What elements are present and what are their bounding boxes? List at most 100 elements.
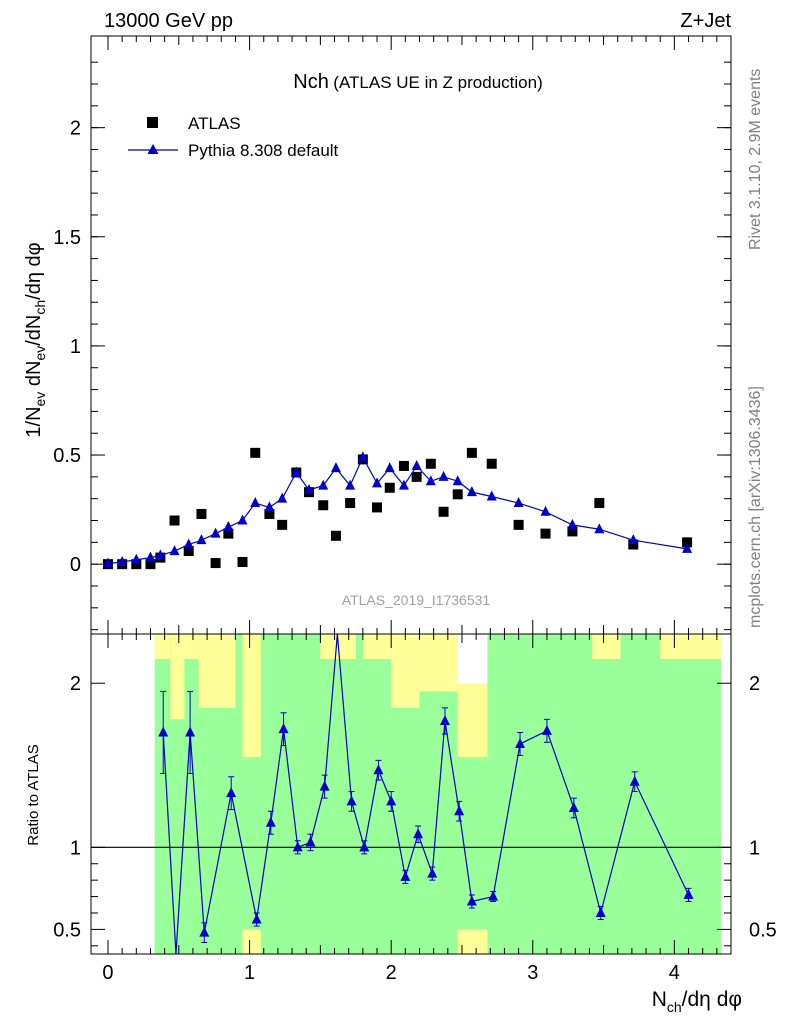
pythia-point bbox=[237, 514, 248, 525]
ratio-point bbox=[226, 787, 237, 798]
ratio-point bbox=[629, 775, 640, 786]
atlas-point bbox=[486, 458, 497, 469]
pythia-point bbox=[318, 479, 329, 490]
pythia-point bbox=[682, 542, 693, 553]
pythia-point bbox=[330, 462, 341, 473]
ratio-band-yellow bbox=[362, 634, 378, 659]
atlas-point bbox=[384, 482, 395, 493]
ratio-point bbox=[386, 795, 397, 806]
ratio-band-yellow bbox=[154, 634, 171, 659]
plot-title-main: Nch bbox=[293, 71, 329, 93]
atlas-point bbox=[513, 519, 524, 530]
atlas-point bbox=[372, 502, 383, 513]
atlas-point bbox=[210, 558, 221, 569]
ratio-point bbox=[305, 836, 316, 847]
atlas-point bbox=[411, 471, 422, 482]
legend-atlas-marker bbox=[147, 117, 158, 128]
atlas-point bbox=[183, 546, 194, 557]
ratio-band-yellow bbox=[320, 634, 335, 659]
main-panel: 0 0.5 1 1.5 2 Nch (ATLAS UE in Z production)… bbox=[23, 35, 732, 635]
x-axis-label: Nch/dη dφ bbox=[652, 988, 742, 1015]
pythia-point bbox=[345, 479, 356, 490]
ratio-point bbox=[413, 828, 424, 839]
pythia-point bbox=[117, 555, 128, 566]
ratio-point bbox=[683, 888, 694, 899]
ratio-panel: 0.5 0.5 1 1 2 2 0 1 2 3 4 Ratio to ATLAS Nch/dη dφ bbox=[25, 633, 777, 1015]
pythia-point bbox=[384, 462, 395, 473]
atlas-point bbox=[237, 556, 248, 567]
ratio-band-yellow bbox=[198, 634, 236, 708]
atlas-point bbox=[540, 528, 551, 539]
atlas-point bbox=[330, 530, 341, 541]
main-y-tick-label: 0 bbox=[70, 554, 81, 576]
pythia-point bbox=[486, 490, 497, 501]
ratio-band-yellow bbox=[170, 634, 185, 720]
pythia-point bbox=[628, 534, 639, 545]
atlas-point bbox=[345, 498, 356, 509]
ratio-y-tick-label-right: 2 bbox=[749, 673, 760, 695]
x-tick-label: 3 bbox=[527, 962, 538, 984]
pythia-point bbox=[264, 501, 275, 512]
atlas-point bbox=[682, 537, 693, 548]
ratio-point bbox=[568, 801, 579, 812]
atlas-point bbox=[169, 515, 180, 526]
ratio-y-tick-label: 0.5 bbox=[53, 919, 81, 941]
ratio-band-yellow bbox=[660, 634, 722, 659]
ratio-point bbox=[319, 780, 330, 791]
atlas-point bbox=[277, 519, 288, 530]
x-tick-label: 4 bbox=[669, 962, 680, 984]
atlas-point bbox=[223, 528, 234, 539]
ratio-point bbox=[346, 795, 357, 806]
ratio-point bbox=[265, 816, 276, 827]
atlas-point bbox=[145, 559, 156, 570]
pythia-point bbox=[210, 527, 221, 538]
ratio-point bbox=[185, 726, 196, 737]
atlas-point bbox=[131, 559, 142, 570]
ratio-point bbox=[278, 723, 289, 734]
pythia-point bbox=[250, 497, 261, 508]
pythia-point bbox=[196, 534, 207, 545]
ratio-point bbox=[541, 724, 552, 735]
x-tick-label: 2 bbox=[386, 962, 397, 984]
header-left: 13000 GeV pp bbox=[104, 10, 233, 32]
pythia-point bbox=[155, 549, 166, 560]
atlas-point bbox=[318, 500, 329, 511]
atlas-point bbox=[425, 458, 436, 469]
ratio-point bbox=[466, 895, 477, 906]
main-y-tick-label: 0.5 bbox=[53, 445, 81, 467]
analysis-id: ATLAS_2019_I1736531 bbox=[342, 592, 491, 608]
legend-mc-marker bbox=[147, 144, 159, 154]
ratio-point bbox=[199, 926, 210, 937]
pythia-point bbox=[277, 492, 288, 503]
ratio-point bbox=[515, 737, 526, 748]
ratio-band-yellow bbox=[391, 634, 420, 708]
y-axis-label: 1/Nev dNev/dNch/dη dφ bbox=[23, 242, 48, 437]
ratio-point bbox=[292, 841, 303, 852]
x-tick-label: 0 bbox=[102, 962, 113, 984]
ratio-y-tick-label: 1 bbox=[70, 837, 81, 859]
side-version-label: Rivet 3.1.10, 2.9M events bbox=[747, 69, 764, 250]
pythia-point bbox=[513, 497, 524, 508]
legend: ATLAS Pythia 8.308 default bbox=[128, 114, 339, 160]
pythia-point bbox=[357, 451, 368, 462]
legend-mc-label: Pythia 8.308 default bbox=[188, 141, 339, 160]
ratio-band-yellow-low bbox=[242, 929, 261, 954]
ratio-frame bbox=[90, 633, 732, 955]
main-y-tick-label: 1 bbox=[70, 336, 81, 358]
pythia-point bbox=[304, 483, 315, 494]
pythia-point bbox=[425, 475, 436, 486]
main-y-tick-label: 1.5 bbox=[53, 227, 81, 249]
atlas-point bbox=[452, 489, 463, 500]
ratio-band-yellow bbox=[242, 634, 261, 758]
pythia-point bbox=[291, 466, 302, 477]
pythia-point bbox=[131, 553, 142, 564]
atlas-point bbox=[438, 506, 449, 517]
ratio-point bbox=[439, 714, 450, 725]
pythia-point bbox=[466, 486, 477, 497]
ratio-point bbox=[454, 805, 465, 816]
pythia-point bbox=[398, 479, 409, 490]
ratio-band-yellow bbox=[592, 634, 621, 659]
ratio-y-tick-label-right: 1 bbox=[749, 837, 760, 859]
pythia-point bbox=[594, 523, 605, 534]
